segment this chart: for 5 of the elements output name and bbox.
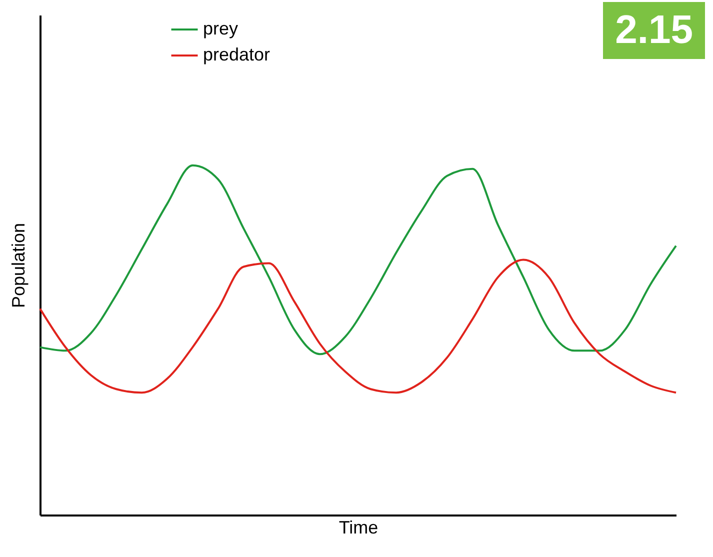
legend-label: predator — [203, 44, 270, 64]
text: 2.15 — [603, 2, 705, 59]
y-axis-title: Population — [8, 222, 28, 308]
legend-label: prey — [203, 18, 238, 38]
x-axis-title: Time — [338, 518, 378, 538]
